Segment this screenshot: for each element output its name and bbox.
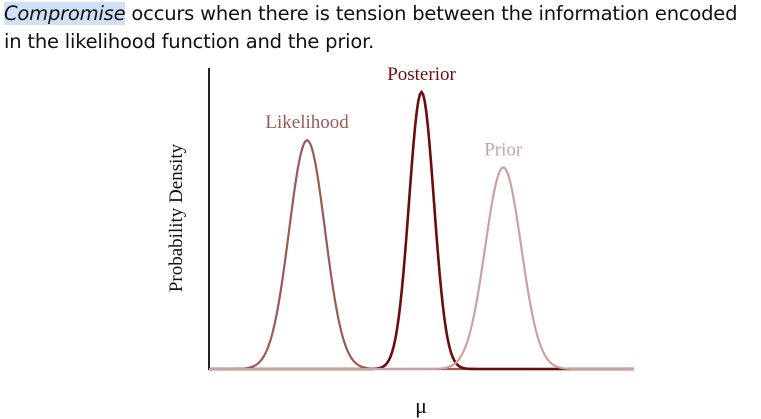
y-axis-label: Probability Density [166,143,187,292]
caption-line2: in the likelihood function and the prior… [4,30,375,53]
caption: Compromise occurs when there is tension … [4,0,761,56]
curve-likelihood [209,138,634,371]
x-axis-label: μ [415,393,427,418]
caption-line1: occurs when there is tension between the… [125,2,738,25]
curve-prior [209,166,634,371]
series-label-prior: Prior [484,139,523,160]
caption-term: Compromise [4,2,126,25]
series-label-posterior: Posterior [387,64,456,85]
series-label-likelihood: Likelihood [265,112,349,133]
